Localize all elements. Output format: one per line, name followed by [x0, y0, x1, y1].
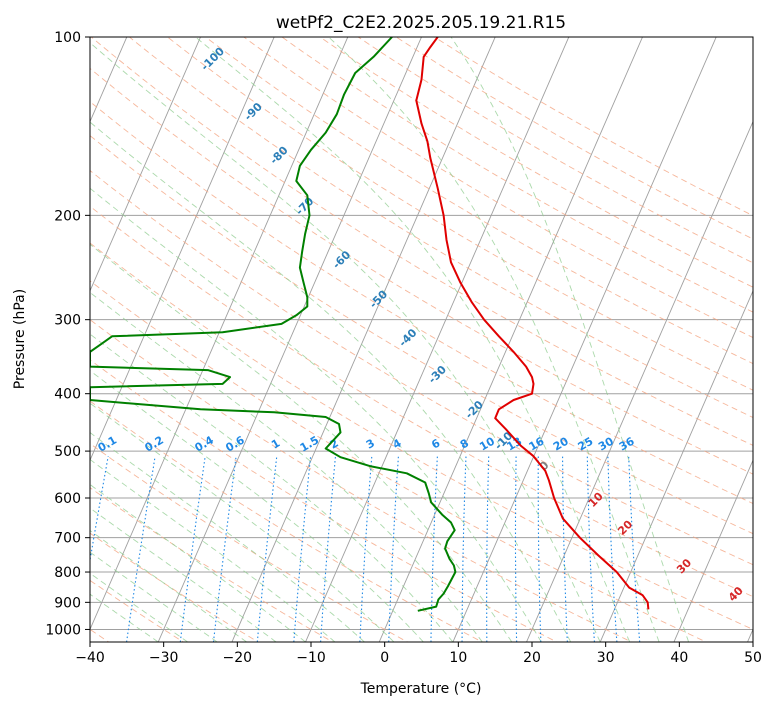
y-tick-label: 400 — [54, 387, 81, 403]
x-tick-label: 40 — [670, 650, 688, 666]
x-axis-label: Temperature (°C) — [360, 681, 482, 697]
y-tick-label: 700 — [54, 531, 81, 547]
x-tick-label: 0 — [380, 650, 389, 666]
y-axis-label: Pressure (hPa) — [12, 289, 28, 389]
y-tick-label: 200 — [54, 208, 81, 224]
x-tick-label: −30 — [149, 650, 179, 666]
x-tick-label: 50 — [744, 650, 762, 666]
x-tick-label: 30 — [597, 650, 615, 666]
x-tick-label: −10 — [296, 650, 326, 666]
y-tick-label: 100 — [54, 30, 81, 46]
y-tick-label: 500 — [54, 444, 81, 460]
x-tick-label: −40 — [75, 650, 105, 666]
y-tick-label: 1000 — [45, 622, 81, 638]
y-tick-label: 800 — [54, 565, 81, 581]
y-tick-label: 300 — [54, 313, 81, 329]
x-tick-label: −20 — [223, 650, 253, 666]
y-tick-label: 600 — [54, 491, 81, 507]
x-tick-label: 10 — [449, 650, 467, 666]
y-tick-label: 900 — [54, 595, 81, 611]
chart-title: wetPf2_C2E2.2025.205.19.21.R15 — [276, 13, 566, 33]
x-tick-label: 20 — [523, 650, 541, 666]
